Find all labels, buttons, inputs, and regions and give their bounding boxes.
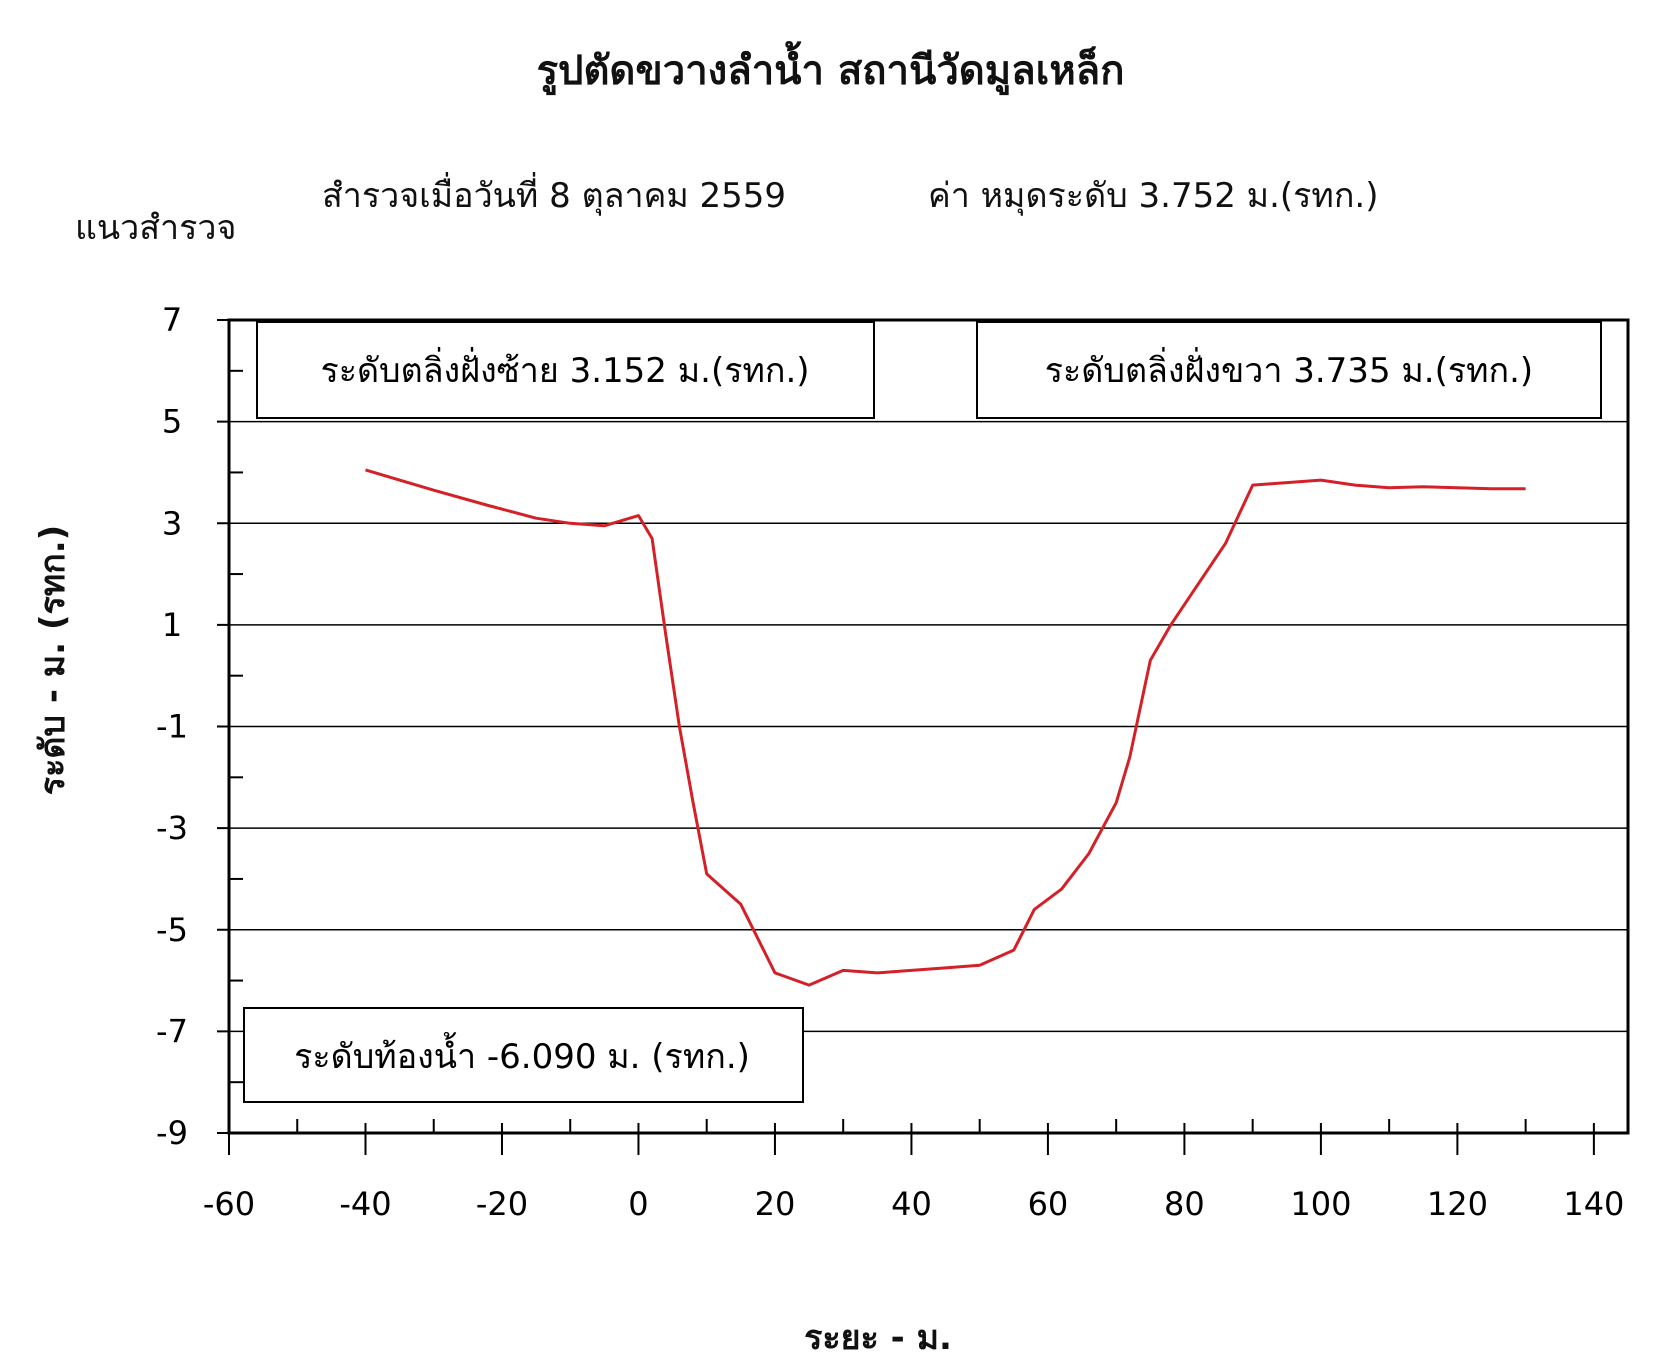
x-tick-label: 0 [628,1185,648,1223]
y-tick-label: 3 [162,504,182,542]
y-tick-label: -1 [156,708,188,746]
bed-level-label: ระดับท้องน้ำ -6.090 ม. (รทก.) [294,1032,750,1077]
y-tick-label: -5 [156,911,188,949]
x-tick-label: 140 [1563,1185,1624,1223]
right-bank-label: ระดับตลิ่งฝั่งขวา 3.735 ม.(รทก.) [1045,347,1533,391]
left-bank-box: ระดับตลิ่งฝั่งซ้าย 3.152 ม.(รทก.) [256,321,875,419]
bed-level-box: ระดับท้องน้ำ -6.090 ม. (รทก.) [243,1007,804,1103]
x-tick-label: 60 [1028,1185,1069,1223]
y-tick-label: 7 [162,301,182,339]
survey-date: สำรวจเมื่อวันที่ 8 ตุลาคม 2559 [322,176,787,216]
grid-lines [229,420,1628,1033]
left-bank-label: ระดับตลิ่งฝั่งซ้าย 3.152 ม.(รทก.) [320,347,809,391]
x-tick-label: -60 [203,1185,255,1223]
x-tick-label: 80 [1164,1185,1205,1223]
x-tick-label: 40 [891,1185,932,1223]
x-tick-label: 120 [1427,1185,1488,1223]
x-tick-label: 20 [755,1185,796,1223]
chart-title: รูปตัดขวางลำน้ำ สถานีวัดมูลเหล็ก [536,48,1125,94]
y-tick-label: -3 [156,809,188,847]
x-axis-label: ระยะ - ม. [804,1318,952,1358]
y-tick-label: 5 [162,403,182,441]
plot-frame [227,318,1630,1135]
y-tick-label: -9 [156,1114,188,1152]
right-bank-box: ระดับตลิ่งฝั่งขวา 3.735 ม.(รทก.) [976,321,1602,419]
x-tick-label: -20 [476,1185,528,1223]
x-axis-ticks: -60 -40 -20 0 20 40 60 80 100 120 140 [203,1119,1624,1223]
survey-line-label: แนวสำรวจ [75,208,237,248]
x-tick-label: -40 [339,1185,391,1223]
y-tick-label: -7 [156,1012,188,1050]
benchmark-value: ค่า หมุดระดับ 3.752 ม.(รทก.) [928,176,1379,216]
river-profile-line [365,468,1526,987]
y-tick-label: 1 [162,606,182,644]
y-axis-ticks: 7 5 3 1 -1 -3 -5 -7 -9 [156,301,243,1152]
x-tick-label: 100 [1290,1185,1351,1223]
